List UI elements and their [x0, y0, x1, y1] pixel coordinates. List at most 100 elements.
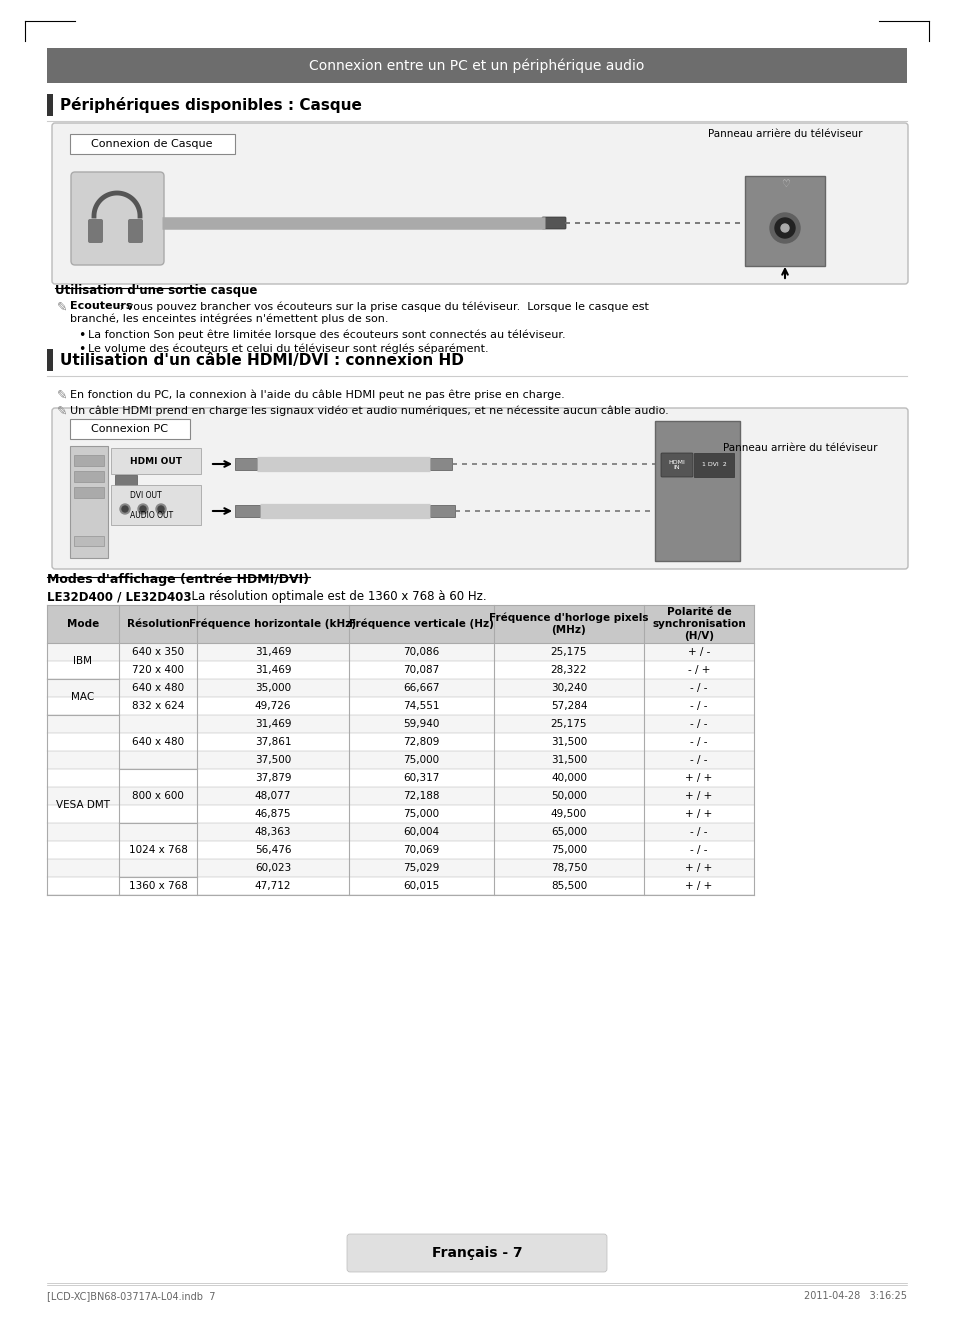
Bar [744, 176, 824, 266]
Text: HDMI
IN: HDMI IN [668, 460, 684, 470]
Text: Modes d'affichage (entrée HDMI/DVI): Modes d'affichage (entrée HDMI/DVI) [47, 573, 309, 587]
Text: 75,000: 75,000 [551, 845, 586, 855]
Bar [47, 733, 753, 752]
Text: 60,023: 60,023 [254, 863, 291, 873]
Circle shape [781, 225, 788, 232]
Bar [70, 419, 190, 439]
Bar [47, 697, 753, 715]
Text: VESA DMT: VESA DMT [56, 801, 110, 810]
Text: 40,000: 40,000 [551, 773, 586, 783]
Text: 75,029: 75,029 [403, 863, 439, 873]
FancyBboxPatch shape [128, 219, 143, 243]
FancyBboxPatch shape [430, 505, 455, 517]
Text: 85,500: 85,500 [550, 881, 586, 890]
Text: DVI OUT: DVI OUT [130, 490, 161, 499]
Text: La fonction Son peut être limitée lorsque des écouteurs sont connectés au télévi: La fonction Son peut être limitée lorsqu… [88, 329, 565, 339]
Bar [74, 536, 104, 546]
Bar [47, 804, 753, 823]
Bar [47, 605, 753, 643]
FancyBboxPatch shape [660, 453, 692, 477]
FancyBboxPatch shape [88, 219, 103, 243]
Bar [47, 660, 753, 679]
Text: 46,875: 46,875 [254, 808, 291, 819]
Text: 25,175: 25,175 [550, 647, 587, 657]
Text: ✎: ✎ [57, 301, 68, 314]
Bar [74, 472, 104, 482]
Text: AUDIO OUT: AUDIO OUT [130, 511, 172, 520]
Text: 832 x 624: 832 x 624 [132, 701, 184, 711]
Text: 31,469: 31,469 [254, 719, 291, 729]
Text: 65,000: 65,000 [551, 827, 586, 838]
Text: 31,469: 31,469 [254, 664, 291, 675]
Text: Panneau arrière du téléviseur: Panneau arrière du téléviseur [722, 443, 877, 453]
Text: : La résolution optimale est de 1360 x 768 à 60 Hz.: : La résolution optimale est de 1360 x 7… [180, 590, 486, 602]
Text: 640 x 350: 640 x 350 [132, 647, 184, 657]
Text: Fréquence verticale (Hz): Fréquence verticale (Hz) [349, 618, 494, 629]
Text: 1360 x 768: 1360 x 768 [129, 881, 187, 890]
Text: - / -: - / - [690, 756, 707, 765]
Bar [47, 787, 753, 804]
Text: 56,476: 56,476 [254, 845, 291, 855]
FancyBboxPatch shape [71, 172, 164, 266]
Circle shape [769, 213, 800, 243]
Text: + / +: + / + [684, 808, 712, 819]
Text: 31,500: 31,500 [550, 756, 586, 765]
FancyBboxPatch shape [52, 408, 907, 569]
Text: •: • [78, 343, 85, 355]
Bar [115, 476, 137, 485]
Text: Connexion entre un PC et un périphérique audio: Connexion entre un PC et un périphérique… [309, 58, 644, 73]
Bar [47, 823, 753, 841]
Bar [47, 679, 753, 697]
FancyBboxPatch shape [693, 453, 733, 477]
Text: Connexion de Casque: Connexion de Casque [91, 139, 213, 149]
Text: 72,188: 72,188 [403, 791, 439, 801]
Bar [47, 48, 906, 83]
Text: - / +: - / + [687, 664, 709, 675]
Text: ✎: ✎ [57, 388, 68, 402]
Text: 1024 x 768: 1024 x 768 [129, 845, 187, 855]
Text: 800 x 600: 800 x 600 [132, 791, 184, 801]
Bar [74, 487, 104, 498]
Text: 50,000: 50,000 [551, 791, 586, 801]
Text: IBM: IBM [73, 657, 92, 666]
Text: 75,000: 75,000 [403, 756, 439, 765]
Text: Utilisation d'un câble HDMI/DVI : connexion HD: Utilisation d'un câble HDMI/DVI : connex… [60, 353, 463, 367]
Text: 37,861: 37,861 [254, 737, 291, 746]
Text: + / +: + / + [684, 863, 712, 873]
Text: Connexion PC: Connexion PC [91, 424, 169, 435]
Text: 48,077: 48,077 [254, 791, 291, 801]
Text: 1 DVI  2: 1 DVI 2 [700, 462, 725, 468]
Text: - / -: - / - [690, 683, 707, 694]
Text: Utilisation d'une sortie casque: Utilisation d'une sortie casque [55, 284, 257, 297]
Text: 48,363: 48,363 [254, 827, 291, 838]
Text: MAC: MAC [71, 692, 94, 701]
Circle shape [158, 506, 164, 513]
Text: Résolution: Résolution [127, 620, 190, 629]
Text: - / -: - / - [690, 827, 707, 838]
Bar [47, 349, 53, 371]
FancyBboxPatch shape [347, 1234, 606, 1272]
Text: 60,317: 60,317 [403, 773, 439, 783]
Text: 72,809: 72,809 [403, 737, 439, 746]
Text: - / -: - / - [690, 701, 707, 711]
Circle shape [122, 506, 128, 513]
Circle shape [138, 505, 148, 514]
Text: 78,750: 78,750 [550, 863, 587, 873]
Text: Panneau arrière du téléviseur: Panneau arrière du téléviseur [707, 129, 862, 139]
Text: + / +: + / + [684, 881, 712, 890]
FancyBboxPatch shape [111, 485, 201, 524]
Bar [47, 769, 753, 787]
Text: - / -: - / - [690, 737, 707, 746]
Bar [70, 133, 234, 155]
Text: 37,500: 37,500 [254, 756, 291, 765]
Circle shape [156, 505, 166, 514]
FancyBboxPatch shape [234, 458, 256, 470]
Text: + / +: + / + [684, 773, 712, 783]
Bar [47, 859, 753, 877]
Text: 70,086: 70,086 [403, 647, 439, 657]
Text: •: • [78, 329, 85, 342]
Text: 59,940: 59,940 [403, 719, 439, 729]
FancyBboxPatch shape [541, 217, 565, 229]
Bar [47, 643, 753, 660]
Text: 70,069: 70,069 [403, 845, 439, 855]
